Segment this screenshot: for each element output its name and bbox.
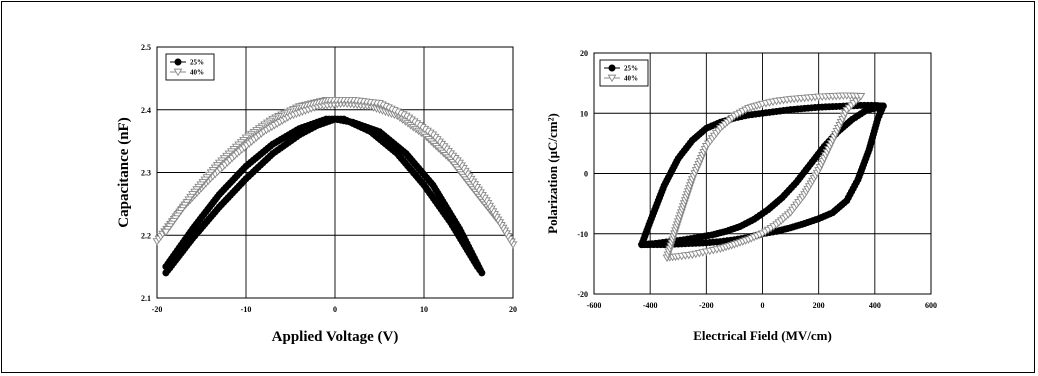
x-tick-label: 600 bbox=[925, 301, 937, 310]
legend-label: 40% bbox=[624, 75, 638, 83]
legend-marker bbox=[608, 64, 616, 72]
series-2 bbox=[662, 92, 866, 262]
legend-box bbox=[599, 59, 649, 87]
legend: 25%40% bbox=[165, 53, 215, 81]
x-tick-label: -200 bbox=[699, 301, 714, 310]
legend-marker bbox=[607, 74, 617, 83]
x-tick-label: 0 bbox=[761, 301, 765, 310]
legend-label: 40% bbox=[190, 69, 204, 77]
x-tick-label: 400 bbox=[869, 301, 881, 310]
legend-marker bbox=[173, 68, 183, 77]
legend-label: 25% bbox=[190, 59, 204, 67]
y-tick-label: 20 bbox=[580, 49, 588, 58]
series-1 bbox=[162, 115, 486, 277]
capacitance-chart: -20 -10 0 10 20 2.1 2.2 2.3 2.4 2.5 Applied Voltag… bbox=[116, 43, 518, 345]
y-tick-label: 2.3 bbox=[141, 169, 151, 178]
x-tick-label: -20 bbox=[152, 305, 163, 314]
y-axis-label: Capacitance (nF) bbox=[116, 117, 132, 227]
y-tick-label: -10 bbox=[577, 230, 588, 239]
y-tick-label: -20 bbox=[577, 290, 588, 299]
legend-marker bbox=[174, 58, 182, 66]
y-tick-label: 2.2 bbox=[141, 231, 151, 240]
polarization-chart: -600 -400 -200 0 200 400 600 -20 -10 0 10 20 Electri… bbox=[545, 49, 937, 343]
data-point bbox=[856, 93, 866, 101]
y-tick-label: 2.1 bbox=[141, 294, 151, 303]
y-tick-label: 2.4 bbox=[141, 106, 151, 115]
series-2 bbox=[152, 97, 518, 249]
legend-box bbox=[165, 53, 215, 81]
data-point bbox=[161, 228, 171, 237]
data-point bbox=[879, 102, 887, 110]
x-axis-label: Electrical Field (MV/cm) bbox=[693, 328, 832, 343]
legend: 25%40% bbox=[599, 59, 649, 87]
data-point bbox=[162, 263, 170, 271]
y-tick-label: 0 bbox=[584, 170, 588, 179]
x-tick-label: 0 bbox=[333, 305, 337, 314]
y-tick-label: 10 bbox=[580, 109, 588, 118]
y-tick-label: 2.5 bbox=[141, 43, 151, 52]
x-axis-label: Applied Voltage (V) bbox=[272, 329, 399, 345]
x-tick-label: 200 bbox=[813, 301, 825, 310]
x-tick-label: -400 bbox=[643, 301, 658, 310]
legend-label: 25% bbox=[624, 65, 638, 73]
x-tick-label: 10 bbox=[420, 305, 428, 314]
x-tick-label: 20 bbox=[509, 305, 517, 314]
x-tick-label: -600 bbox=[587, 301, 602, 310]
x-tick-label: -10 bbox=[241, 305, 252, 314]
y-axis-label: Polarization (μC/cm²) bbox=[545, 113, 560, 234]
